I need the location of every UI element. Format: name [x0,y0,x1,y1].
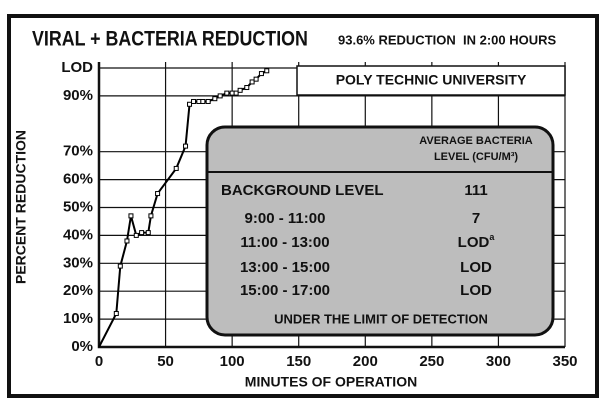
y-axis-label: PERCENT REDUCTION [13,130,29,284]
y-tick-label: 50% [63,198,93,215]
row-value-text: 111 [464,182,487,199]
data-point [253,76,259,82]
data-point [212,96,218,102]
data-line [98,69,268,348]
data-point [124,238,130,244]
row-label: 15:00 - 17:00 [240,282,330,299]
row-value: LOD [460,282,492,299]
row-label: 9:00 - 11:00 [245,210,326,227]
x-tick-label: 100 [220,353,245,370]
y-tick-label: 70% [63,143,93,160]
row-value: LOD [460,259,492,276]
row-value-text: LOD [460,282,492,299]
data-point [155,191,161,197]
data-point [258,71,264,77]
data-point [200,98,206,104]
data-point [229,90,235,96]
x-tick-label: 150 [286,353,311,370]
row-label: BACKGROUND LEVEL [221,182,384,199]
data-point [237,87,243,93]
data-point [191,98,197,104]
data-point [196,98,202,104]
data-point [205,98,211,104]
data-point [249,79,255,85]
y-tick-label: 30% [63,254,93,271]
data-point [148,213,154,219]
data-point [128,213,134,219]
y-tick-label: 40% [63,226,93,243]
row-footnote-mark: a [489,232,495,242]
data-point [117,263,123,269]
table-header: LEVEL (CFU/M³) [434,151,518,163]
x-tick-label: 250 [419,353,444,370]
data-point [113,311,119,317]
row-value: 111 [464,182,487,199]
data-point [145,230,151,236]
chart-subtitle: 93.6% REDUCTION IN 2:00 HOURS [338,32,556,47]
x-tick-label: 350 [552,353,577,370]
data-point [173,165,179,171]
x-tick-label: 50 [157,353,174,370]
table-footer: UNDER THE LIMIT OF DETECTION [274,311,488,326]
y-tick-label: 60% [63,171,93,188]
table-header: AVERAGE BACTERIA [419,135,533,147]
data-point [183,143,189,149]
x-tick-label: 300 [486,353,511,370]
data-point [217,93,223,99]
y-tick-label: 0% [71,338,93,355]
data-point [139,230,145,236]
row-label: 11:00 - 13:00 [240,234,329,251]
x-tick-label: 0 [95,353,103,370]
data-point [264,68,270,74]
y-tick-label: 90% [63,87,93,104]
data-point [224,90,230,96]
table-box [205,125,555,337]
chart-title: VIRAL + BACTERIA REDUCTION [32,27,308,51]
data-point [187,101,193,107]
y-tick-label: 10% [63,310,93,327]
row-value: LODa [458,232,496,251]
row-value-text: LOD [458,234,490,251]
data-point [233,90,239,96]
annotation-box [296,65,566,96]
x-axis-label: MINUTES OF OPERATION [245,374,417,390]
y-tick-label: 20% [63,282,93,299]
row-value-text: 7 [472,210,480,227]
annotation: POLY TECHNIC UNIVERSITY [336,72,527,88]
x-tick-label: 200 [353,353,378,370]
data-point [244,85,250,91]
y-tick-label: LOD [61,59,93,76]
row-value-text: LOD [460,259,492,276]
row-label: 13:00 - 15:00 [240,259,330,276]
row-value: 7 [472,210,480,227]
data-point [133,232,139,238]
